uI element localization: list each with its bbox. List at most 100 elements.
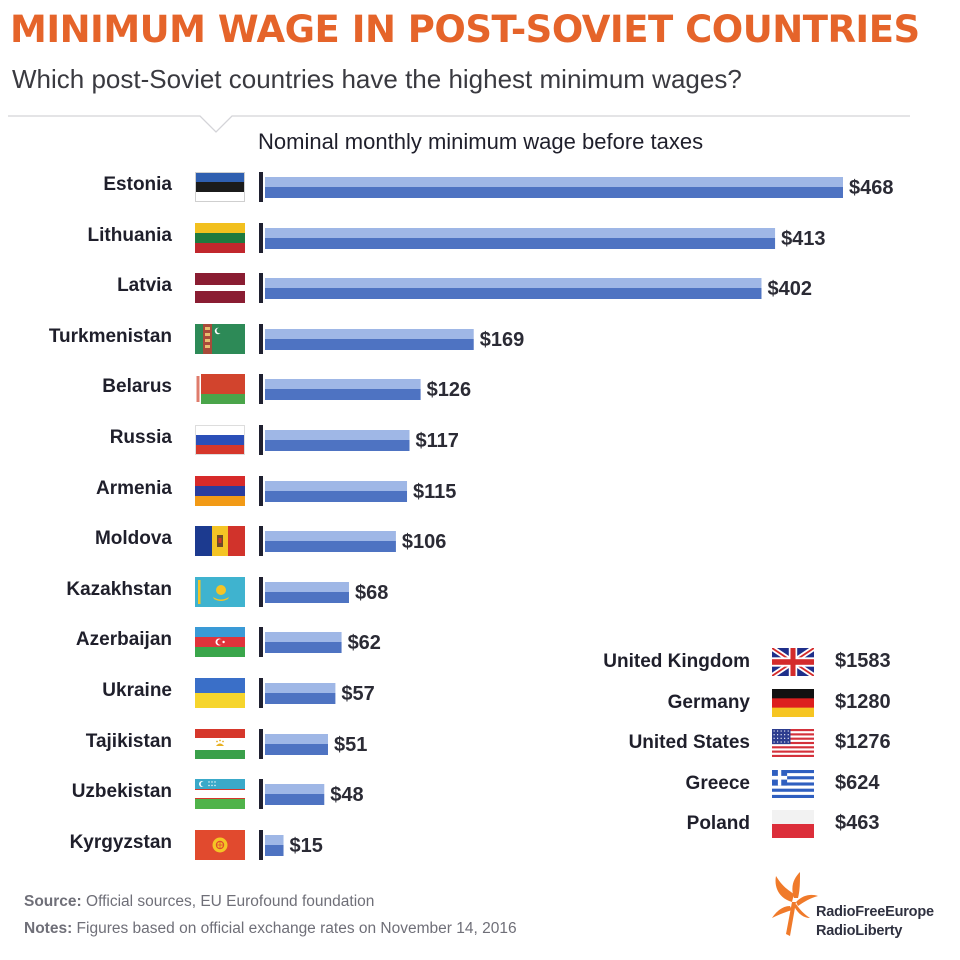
estonia-flag-icon [195,172,245,202]
logo-line1: RadioFreeEurope [816,904,934,920]
bar-fill [265,591,349,603]
country-label: Azerbaijan [75,629,172,651]
bar [259,728,328,759]
bar-baseline [259,475,263,506]
country-label: Armenia [95,477,172,499]
bar-baseline [259,273,263,304]
bar [259,678,336,708]
bar-fill [265,338,474,350]
bar-highlight [265,328,474,339]
country-label: Belarus [102,376,172,398]
bar-fill [265,490,408,502]
notes-text: Figures based on official exchange rates… [76,920,517,937]
bar-value-label: $169 [479,328,525,351]
latvia-flag-icon [195,273,245,304]
bar-value-label: $57 [341,683,375,705]
bar [259,829,284,860]
bar-row: Estonia $468 [0,168,960,208]
lithuania-flag-icon [195,222,245,253]
turkmenistan-flag-icon [195,323,245,354]
bar-highlight [265,531,396,542]
bar-baseline [259,425,263,455]
source-text: Official sources, EU Eurofound foundatio… [86,893,375,910]
bar-highlight [265,784,325,795]
kazakhstan-flag-icon [195,576,245,607]
bar-highlight [265,581,349,592]
bar-highlight [265,632,342,643]
bar-fill [265,288,762,300]
bar [259,172,843,202]
bar [259,222,776,253]
united-states-flag-icon [772,729,814,758]
country-label: Estonia [103,174,172,195]
germany-flag-icon [772,688,814,717]
bar [259,779,325,810]
country-label: Uzbekistan [71,781,172,803]
moldova-flag-icon [195,526,245,557]
united-kingdom-flag-icon [772,648,814,676]
bar-baseline [259,779,263,810]
bar-value-label: $48 [330,784,364,807]
bar [259,526,396,557]
comparison-row: Germany $1280 [560,686,940,722]
bar-fill [265,844,284,856]
bar-value-label: $62 [347,632,381,655]
bar-fill [265,187,843,198]
comparison-row: Poland $463 [560,807,940,843]
bar-value-label: $68 [354,581,389,604]
notes-note: Notes: Figures based on official exchang… [24,920,517,938]
bar-row: Azerbaijan $62 [0,623,960,663]
bar-baseline [259,627,263,658]
bar-baseline [259,172,263,202]
comparison-value-label: $463 [835,812,880,835]
kyrgyzstan-flag-icon [195,829,245,860]
country-label: Turkmenistan [48,325,172,347]
bar-fill [265,693,336,704]
bar-highlight [265,177,843,187]
russia-flag-icon [195,425,245,455]
bar-row: Uzbekistan $48 [0,775,960,815]
bar-row: Tajikistan $51 [0,725,960,765]
bar-row: Ukraine $57 [0,674,960,714]
bar-value-label: $106 [401,531,447,554]
bar-value-label: $413 [781,227,826,250]
bar-baseline [259,374,263,405]
bar-fill [265,237,776,249]
bar-row: Kyrgyzstan $15 [0,826,960,866]
uzbekistan-flag-icon [195,779,245,810]
bar-highlight [265,733,328,744]
bar-row: Latvia $402 [0,269,960,309]
bar-baseline [259,678,263,708]
bar-row: Kazakhstan $68 [0,573,960,613]
country-label: Moldova [94,528,172,550]
bar-row: Russia $117 [0,421,960,461]
country-label: Kazakhstan [66,578,172,600]
source-note: Source: Official sources, EU Eurofound f… [24,893,374,911]
bar-highlight [265,278,762,289]
bar-baseline [259,222,263,253]
tajikistan-flag-icon [195,728,245,759]
bar-row: Lithuania $413 [0,219,960,259]
country-label: Ukraine [102,680,172,701]
chart-caption: Nominal monthly minimum wage before taxe… [258,129,704,154]
bar-baseline [259,323,263,354]
comparison-value-label: $624 [835,771,880,794]
bar-value-label: $468 [849,177,894,199]
bar [259,475,408,506]
bar-highlight [265,430,410,440]
bar-highlight [265,683,336,693]
logo-line2: RadioLiberty [816,923,903,939]
bar-value-label: $402 [767,278,812,301]
greece-flag-icon [772,769,814,798]
bar-highlight [265,379,421,390]
bar-value-label: $117 [415,430,459,452]
bar-baseline [259,728,263,759]
country-label: Kyrgyzstan [69,831,172,853]
comparison-country-label: Poland [686,813,750,835]
poland-flag-icon [772,810,814,839]
comparison-country-label: United States [628,732,750,754]
bar-row: Turkmenistan $169 [0,320,960,360]
bar [259,576,349,607]
comparison-value-label: $1583 [835,650,891,672]
bar-value-label: $115 [413,480,457,503]
